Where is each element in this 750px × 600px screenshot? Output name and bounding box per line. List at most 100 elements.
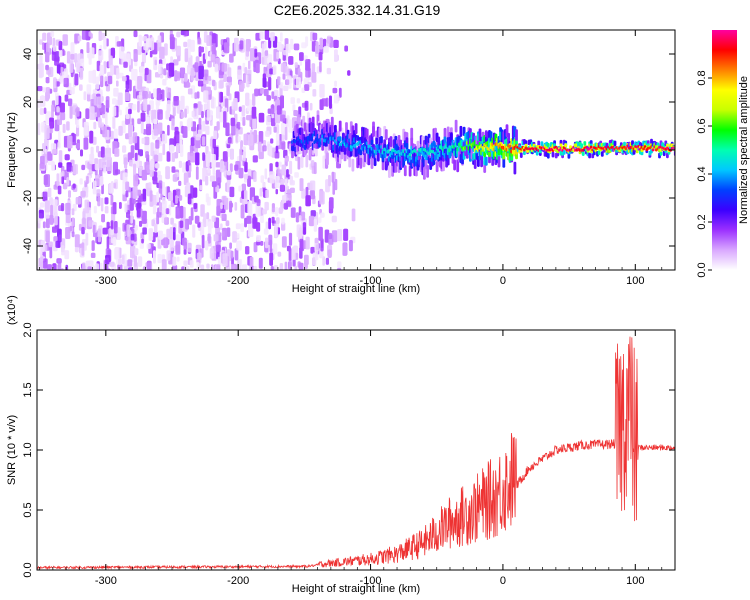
spectrogram-cell [481, 146, 485, 150]
spectrogram-cell [253, 171, 257, 182]
spectrogram-cell [314, 249, 319, 261]
spectrogram-cell [40, 256, 44, 270]
spectrogram-cell [122, 76, 127, 82]
spectrogram-cell [277, 251, 282, 257]
spectrogram-cell [215, 244, 221, 253]
spectrogram-cell [81, 164, 86, 171]
spectrogram-cell [162, 79, 167, 86]
spectrogram-cell [119, 109, 122, 116]
spectrogram-cell [126, 224, 130, 237]
spectrogram-cell [203, 213, 207, 228]
spectrogram-cell [253, 265, 257, 270]
spectrogram-cell [260, 88, 264, 94]
spectrogram-cell [242, 151, 246, 161]
spectrogram-cell [190, 39, 195, 52]
spectrogram-cell [651, 148, 655, 152]
spectrogram-cell [327, 249, 332, 258]
spectrogram-cell [183, 248, 187, 255]
spectrogram-cell [310, 246, 315, 254]
spectrogram-cell [48, 241, 53, 248]
spectrogram-cell [207, 233, 211, 244]
spectrogram-cell [86, 92, 91, 102]
spectrogram-cell [299, 52, 304, 61]
spectrogram-cell [284, 155, 289, 162]
spectrogram-cell [206, 212, 210, 220]
spectrogram-cell [124, 92, 130, 102]
spectrogram-cell [162, 181, 165, 196]
spectrogram-cell [351, 158, 355, 172]
spectrogram-cell [118, 258, 122, 266]
spectrogram-cell [39, 63, 44, 78]
spectrogram-cell [71, 208, 75, 216]
colorbar-tick-label: 0.0 [696, 262, 708, 277]
spectrogram-cell [305, 59, 311, 71]
spectrogram-cell [389, 136, 393, 148]
spectrogram-cell [197, 129, 203, 136]
spectrogram-cell [172, 174, 178, 182]
spectrogram-cell [163, 237, 169, 249]
colorbar-tick-label: 0.8 [696, 70, 708, 85]
spectrogram-cell [50, 31, 55, 37]
spectrogram-cell [314, 240, 319, 252]
spectrogram-cell [75, 142, 80, 149]
spectrogram-cell [221, 63, 227, 72]
spectrogram-cell [348, 240, 353, 252]
spectrogram-cell [69, 87, 75, 95]
spectrogram-cell [119, 202, 122, 209]
spectrogram-cell [50, 204, 53, 216]
spectrogram-cell [151, 109, 157, 121]
spectrogram-cell [197, 80, 204, 87]
spectrogram-cell [104, 197, 109, 205]
spectrogram-y-ticks: -40 -20 0 20 40 [22, 48, 675, 254]
spectrogram-cell [119, 46, 125, 59]
spectrogram-cell [589, 145, 593, 149]
spectrogram-cell [334, 94, 339, 104]
spectrogram-cell [175, 71, 181, 81]
spectrogram-cell [44, 200, 50, 213]
spectrogram-cell [273, 265, 278, 270]
spectrogram-cell [206, 109, 212, 121]
spectrogram-cell [65, 202, 71, 215]
spectrogram-cell [81, 242, 85, 256]
spectrogram-cell [206, 263, 210, 269]
spectrogram-cell [94, 163, 99, 171]
spectrogram-cell [122, 172, 128, 184]
spectrogram-cell [348, 154, 352, 168]
spectrogram-cell [223, 74, 227, 82]
spectrogram-cell [134, 152, 138, 161]
spectrogram-cell [277, 76, 281, 86]
spectrogram-cell [134, 255, 137, 267]
spectrogram-cell [309, 180, 316, 192]
spectrogram-cell [168, 62, 175, 77]
spectrogram-cell [519, 152, 523, 158]
spectrogram-cell [268, 217, 271, 230]
spectrogram-cell [100, 75, 104, 88]
spectrogram-cell [150, 37, 155, 51]
spectrogram-cell [210, 54, 216, 63]
spectrogram-cell [288, 56, 294, 65]
spectrogram-x-axis-title: Height of straight line (km) [292, 283, 420, 295]
spectrogram-cell [219, 91, 223, 103]
spectrogram-cell [262, 182, 266, 188]
spectrogram-cell [134, 224, 138, 231]
spectrogram-cell [58, 130, 61, 143]
spectrogram-cell [106, 157, 112, 171]
spectrogram-cell [96, 145, 100, 153]
spectrogram-cell [37, 122, 41, 136]
spectrogram-cell [125, 190, 129, 198]
spectrogram-cell [156, 88, 161, 101]
spectrogram-cell [211, 45, 216, 55]
spectrogram-cell [43, 174, 48, 186]
spectrogram-cell [347, 70, 351, 76]
spectrogram-cell [351, 208, 356, 222]
spectrogram-cell [145, 151, 149, 159]
spectrogram-cell [60, 203, 65, 212]
spectrogram-cell [79, 67, 84, 80]
spectrogram-cell [87, 266, 92, 270]
spectrogram-cell [273, 89, 279, 96]
spectrogram-cell [239, 148, 242, 162]
spectrogram-cell [282, 195, 287, 204]
spectrogram-cell [144, 73, 148, 82]
spectrogram-cell [47, 151, 53, 161]
spectrogram-cell [270, 138, 274, 144]
